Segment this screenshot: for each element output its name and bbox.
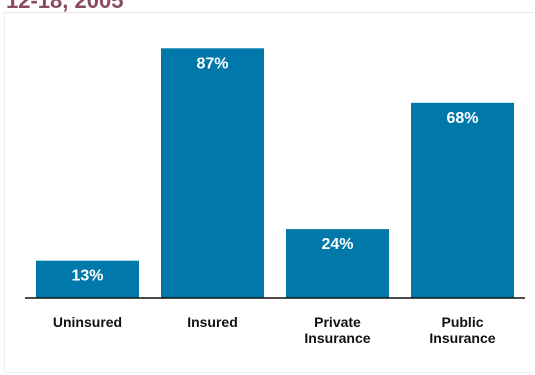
bar-1: [161, 48, 264, 298]
bar-value-label-3: 68%: [446, 110, 478, 127]
x-tick-label-0: Uninsured: [53, 314, 122, 330]
bar-2: [286, 229, 389, 298]
bar-3: [411, 102, 514, 298]
chart-panel: [4, 12, 533, 373]
bars-layer: [36, 48, 514, 298]
bar-0: [36, 260, 139, 298]
bar-value-label-0: 13%: [71, 268, 103, 285]
bar-value-label-1: 87%: [196, 55, 228, 72]
x-tick-label-2: Private Insurance: [304, 314, 370, 346]
x-tick-label-3: Public Insurance: [429, 314, 495, 346]
page-title: 12-18, 2005: [6, 0, 124, 13]
category-labels-layer: Uninsured Insured Private Insurance Public In…: [53, 314, 496, 346]
bar-value-label-2: 24%: [321, 236, 353, 253]
value-labels-layer: 13% 87% 24% 68%: [71, 55, 478, 284]
x-tick-label-1: Insured: [187, 314, 238, 330]
